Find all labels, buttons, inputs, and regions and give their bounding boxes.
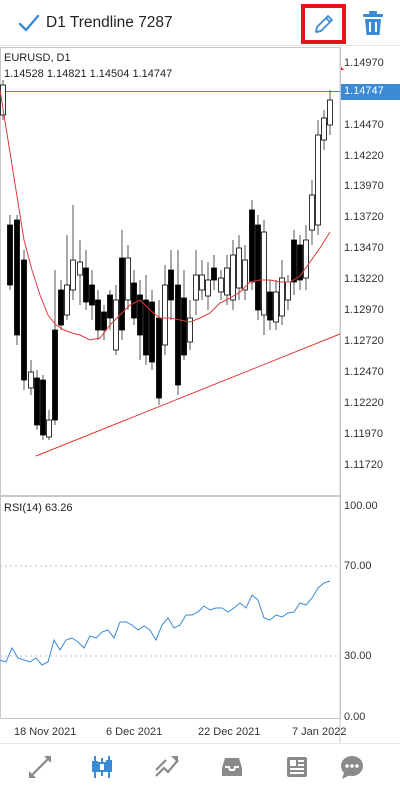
bullish-candle — [242, 259, 248, 291]
bearish-candle — [58, 289, 64, 326]
date-label: 7 Jan 2022 — [292, 726, 347, 738]
bullish-candle — [70, 259, 76, 291]
bullish-candle — [28, 371, 34, 389]
bearish-candle — [7, 224, 13, 286]
bearish-candle — [34, 377, 40, 426]
bearish-candle — [52, 329, 58, 421]
bearish-candle — [89, 284, 95, 306]
moving-average-line — [0, 89, 331, 341]
newspaper-icon[interactable] — [284, 754, 310, 780]
trend-line-icon[interactable] — [154, 754, 180, 780]
rsi-indicator-label: RSI(14) 63.26 — [4, 502, 73, 514]
rsi-tick: 30.00 — [344, 650, 372, 662]
bottom-navigation — [0, 743, 400, 789]
candles-group — [0, 80, 333, 440]
bearish-candle — [156, 317, 162, 399]
bullish-candle — [0, 84, 6, 116]
bearish-candle — [119, 257, 125, 331]
bullish-candle — [199, 274, 205, 291]
bearish-candle — [101, 311, 107, 331]
chart-area[interactable] — [0, 46, 400, 743]
rsi-tick: 100.00 — [344, 500, 378, 512]
inbox-tray-icon[interactable] — [219, 754, 245, 780]
bullish-candle — [315, 134, 321, 226]
bullish-candle — [236, 247, 242, 289]
ohlc-label: 1.14528 1.14821 1.14504 1.14747 — [4, 68, 173, 80]
price-tick: 1.13970 — [344, 180, 384, 192]
bullish-candle — [46, 419, 52, 438]
bearish-candle — [95, 299, 101, 331]
trash-icon[interactable] — [361, 10, 385, 36]
price-tick: 1.11720 — [344, 459, 383, 471]
price-tick: 1.12720 — [344, 335, 384, 347]
bearish-candle — [14, 219, 20, 336]
bearish-candle — [83, 267, 89, 303]
price-tick: 1.14970 — [344, 57, 384, 69]
checkmark-icon[interactable] — [18, 12, 40, 34]
bullish-candle — [64, 284, 70, 316]
price-tick: 1.11970 — [344, 428, 383, 440]
bearish-candle — [149, 301, 155, 363]
rsi-frame — [0, 496, 341, 719]
bullish-candle — [193, 274, 199, 301]
price-tick: 1.13470 — [344, 242, 384, 254]
symbol-label: EURUSD, D1 — [4, 52, 71, 64]
rsi-line — [0, 580, 331, 666]
arrows-diagonal-icon[interactable] — [27, 754, 53, 780]
bullish-candle — [285, 281, 291, 301]
date-label: 6 Dec 2021 — [106, 726, 163, 738]
bullish-candle — [77, 261, 83, 276]
rsi-tick: 70.00 — [344, 560, 372, 572]
current-price-badge: 1.14747 — [341, 84, 400, 100]
bearish-candle — [40, 379, 46, 436]
bearish-candle — [137, 294, 143, 336]
trendline — [35, 333, 341, 457]
price-tick: 1.14470 — [344, 119, 384, 131]
bullish-candle — [205, 279, 211, 297]
price-tick: 1.12470 — [344, 366, 384, 378]
pencil-icon — [314, 15, 333, 33]
bearish-candle — [211, 267, 217, 281]
bearish-candle — [249, 209, 255, 283]
price-tick: 1.14220 — [344, 150, 384, 162]
bearish-candle — [267, 291, 273, 321]
date-label: 18 Nov 2021 — [14, 726, 77, 738]
bullish-candle — [218, 277, 224, 293]
price-tick: 1.12220 — [344, 397, 384, 409]
bearish-candle — [297, 244, 303, 281]
price-chart[interactable] — [0, 46, 400, 743]
bearish-candle — [107, 294, 113, 319]
candlestick-icon[interactable] — [89, 754, 115, 780]
bullish-candle — [224, 267, 230, 296]
bullish-candle — [303, 239, 309, 279]
bearish-candle — [175, 284, 181, 386]
bearish-candle — [291, 239, 297, 283]
bullish-candle — [162, 284, 168, 346]
bearish-candle — [255, 224, 261, 311]
price-tick: 1.13220 — [344, 273, 384, 285]
bearish-candle — [131, 282, 137, 319]
edit-button[interactable] — [301, 4, 346, 44]
price-tick: 1.13720 — [344, 211, 384, 223]
rsi-tick: 0.00 — [344, 711, 366, 723]
bullish-candle — [279, 277, 285, 317]
price-tick: 1.12970 — [344, 304, 384, 316]
bullish-candle — [309, 194, 315, 231]
bullish-candle — [187, 317, 193, 343]
bearish-candle — [21, 259, 27, 381]
top-toolbar: D1 Trendline 7287 — [0, 0, 400, 46]
bearish-candle — [181, 297, 187, 356]
chat-bubble-icon[interactable] — [339, 754, 365, 780]
object-title: D1 Trendline 7287 — [46, 14, 173, 31]
bullish-candle — [327, 99, 333, 126]
bullish-candle — [113, 299, 119, 351]
bullish-candle — [321, 117, 327, 141]
bullish-candle — [125, 257, 131, 301]
bullish-candle — [230, 254, 236, 301]
bearish-candle — [168, 269, 174, 301]
bearish-candle — [143, 299, 149, 356]
bullish-candle — [261, 231, 267, 316]
bullish-candle — [273, 291, 279, 323]
date-label: 22 Dec 2021 — [198, 726, 261, 738]
